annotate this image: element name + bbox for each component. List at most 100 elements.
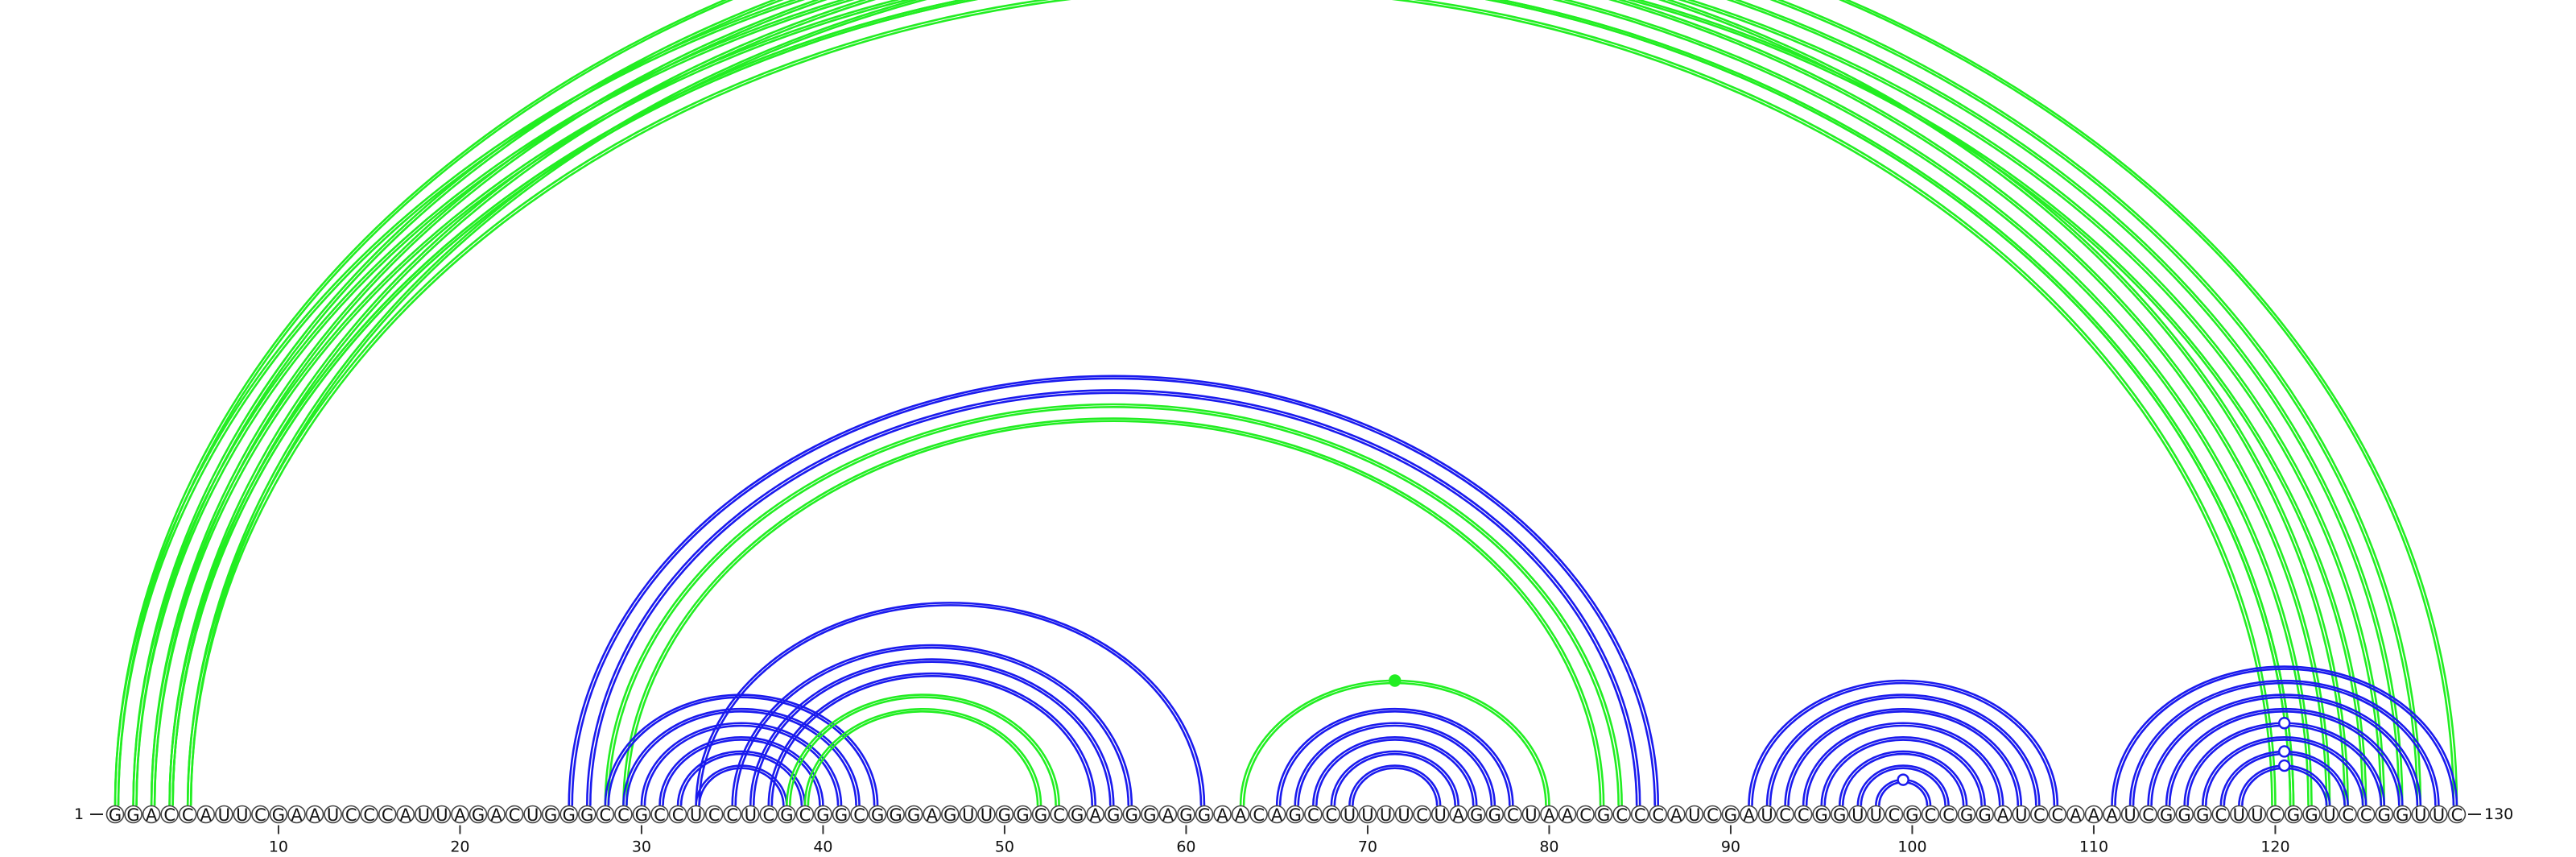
tick-layer: 10 20 30 40 50 60 70 80 90 100 110 120 xyxy=(269,825,2290,856)
nucleotide-circle xyxy=(178,805,197,824)
nucleotide-letter: G xyxy=(1470,805,1483,825)
nucleotide: G xyxy=(1177,805,1195,825)
nucleotide: A xyxy=(1558,805,1577,825)
nucleotide-circle xyxy=(778,805,796,824)
nucleotide-letter: G xyxy=(1198,805,1211,825)
nucleotide-letter: G xyxy=(126,805,139,825)
nucleotide: U xyxy=(1521,805,1541,825)
nucleotide: C xyxy=(1630,805,1649,825)
nucleotide-circle xyxy=(1086,805,1104,824)
nucleotide-letter: G xyxy=(2305,805,2318,825)
nucleotide: U xyxy=(2429,805,2448,825)
nucleotide-circle xyxy=(2447,805,2467,824)
nucleotide: G xyxy=(1013,805,1032,825)
arc-inner-65-78 xyxy=(1278,710,1511,806)
nucleotide-letter: A xyxy=(1997,805,2009,825)
green-loop-70 xyxy=(1239,679,1550,806)
nucleotide: A xyxy=(142,805,161,825)
nucleotide-circle xyxy=(1377,805,1395,824)
arc-inner-28-84 xyxy=(607,405,1620,806)
nucleotide: C xyxy=(1939,805,1958,825)
nucleotide-circle xyxy=(378,805,397,824)
nucleotide-letter: G xyxy=(635,805,648,825)
nucleotide-letter: C xyxy=(1053,805,1065,825)
nucleotide: A xyxy=(1231,805,1250,825)
arc-5-125 xyxy=(186,0,2368,806)
tick-label-40: 40 xyxy=(813,838,832,856)
nucleotide: G xyxy=(1141,805,1159,825)
nucleotide: G xyxy=(1830,805,1849,825)
nucleotide: G xyxy=(541,805,560,825)
nucleotide-circle xyxy=(541,805,560,824)
nucleotide-circle xyxy=(632,805,651,824)
nucleotide-circle xyxy=(1013,805,1032,824)
nucleotide-letter: U xyxy=(2414,805,2426,825)
nucleotide: C xyxy=(2447,805,2467,825)
nucleotide-letter: A xyxy=(490,805,502,825)
arc-112-129 xyxy=(2128,679,2440,806)
blue-inner-helix xyxy=(695,602,1206,806)
nucleotide: U xyxy=(523,805,542,825)
nucleotide-circle xyxy=(2375,805,2394,824)
nucleotide: A xyxy=(1213,805,1232,825)
arc-33-61 xyxy=(695,602,1206,806)
nucleotide-letter: G xyxy=(1905,805,1918,825)
nucleotide-circle xyxy=(305,805,324,824)
nucleotide-letter: C xyxy=(1634,805,1646,825)
arc-inner-33-61 xyxy=(698,604,1203,806)
nucleotide: G xyxy=(941,805,960,825)
arc-1-124 xyxy=(114,0,2349,806)
nucleotide-letter: G xyxy=(472,805,485,825)
nucleotide-letter: G xyxy=(943,805,956,825)
nucleotide-letter: G xyxy=(580,805,593,825)
nucleotide-circle xyxy=(124,805,142,824)
nucleotide: C xyxy=(2356,805,2376,825)
filled-marker-70 xyxy=(1389,674,1402,687)
nucleotide-letter: G xyxy=(907,805,920,825)
nucleotide-letter: G xyxy=(890,805,902,825)
nucleotide-circle xyxy=(2012,805,2031,824)
nucleotide-letter: C xyxy=(1507,805,1519,825)
nucleotide: U xyxy=(324,805,342,825)
nucleotide: A xyxy=(287,805,306,825)
nucleotide-circle xyxy=(2302,805,2321,824)
start-label: 1 xyxy=(74,805,84,823)
arc-inner-30-41 xyxy=(643,724,840,806)
nucleotide: C xyxy=(596,805,615,825)
nucleotide-letter: U xyxy=(2251,805,2263,825)
nucleotide-circle xyxy=(1067,805,1087,824)
nucleotide: G xyxy=(2284,805,2303,825)
nucleotide-letter: C xyxy=(2215,805,2227,825)
nucleotide-circle xyxy=(1504,805,1522,824)
nucleotide: U xyxy=(233,805,252,825)
nucleotide: G xyxy=(1067,805,1087,825)
nucleotide-letter: U xyxy=(1870,805,1882,825)
nucleotide: A xyxy=(305,805,324,825)
nucleotide: G xyxy=(105,805,125,825)
nucleotide-circle xyxy=(2339,805,2357,824)
nucleotide-letter: U xyxy=(436,805,448,825)
arc-inner-26-86 xyxy=(571,377,1657,806)
nucleotide-circle xyxy=(741,805,760,824)
nucleotide: C xyxy=(2048,805,2067,825)
arc-66-77 xyxy=(1294,722,1496,806)
nucleotide-circle xyxy=(1703,805,1722,824)
nucleotide-letter: C xyxy=(2033,805,2046,825)
nucleotide-circle xyxy=(1812,805,1831,824)
nucleotide-circle xyxy=(2411,805,2430,824)
nucleotide-letter: G xyxy=(1071,805,1084,825)
nucleotide-letter: U xyxy=(980,805,993,825)
arc-4-126 xyxy=(168,0,2386,806)
arc-1-130 xyxy=(114,0,2458,806)
tick-label-110: 110 xyxy=(2079,838,2108,856)
nucleotide-circle xyxy=(650,805,669,824)
nucleotide: U xyxy=(1757,805,1777,825)
nucleotide-circle xyxy=(469,805,488,824)
arc-inner-1-130 xyxy=(117,0,2455,806)
nucleotide-letter: C xyxy=(799,805,811,825)
nucleotide: G xyxy=(469,805,488,825)
nucleotide-circle xyxy=(2284,805,2303,824)
nucleotide-circle xyxy=(269,805,288,824)
nucleotide: U xyxy=(2230,805,2248,825)
nucleotide: G xyxy=(2375,805,2394,825)
